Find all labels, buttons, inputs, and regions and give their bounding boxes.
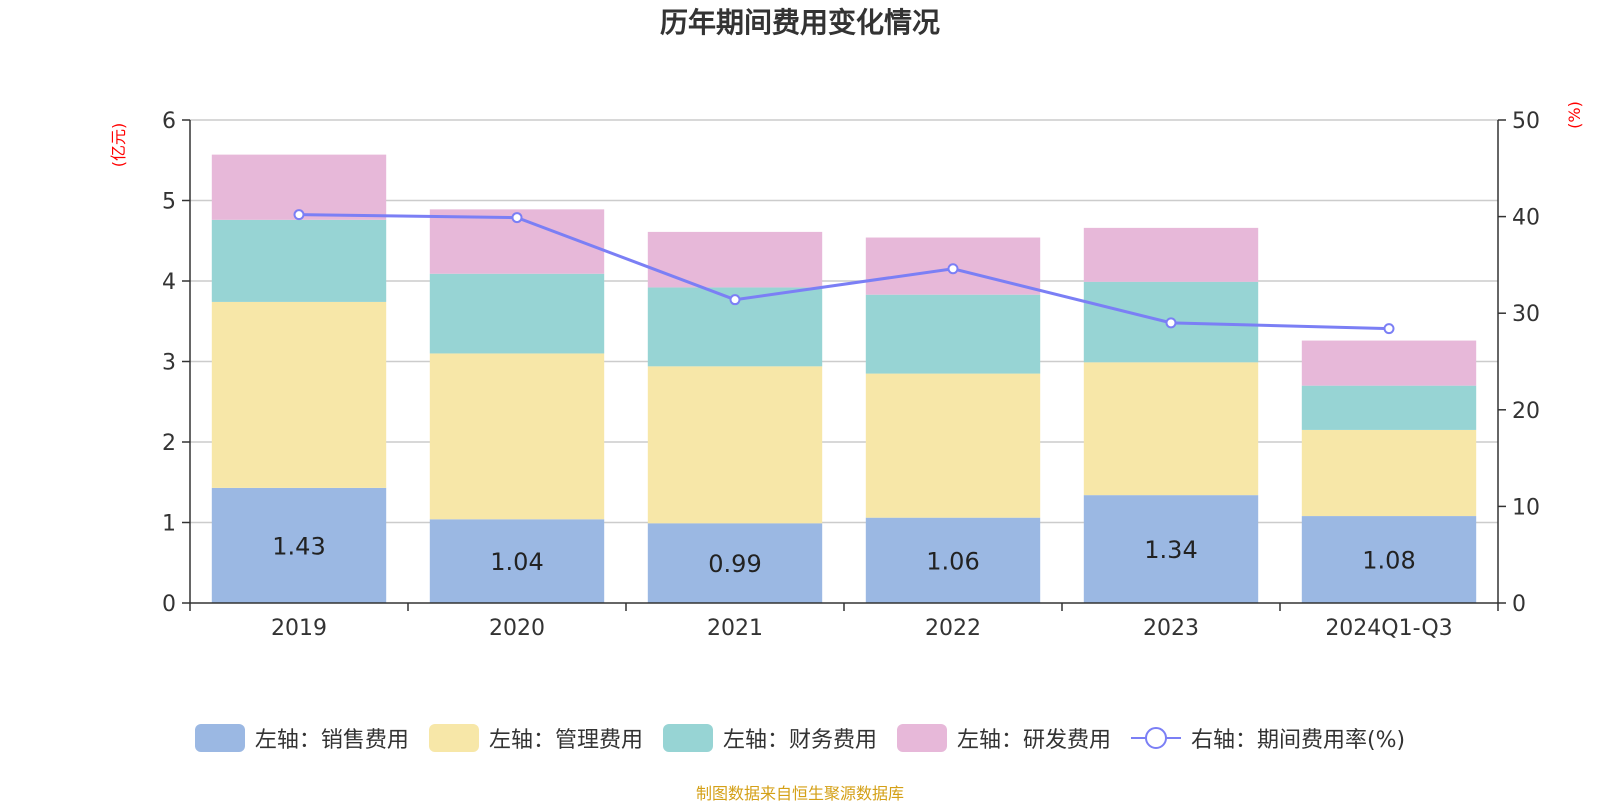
x-axis-tick-label: 2021 [707, 616, 763, 641]
ratio-point [511, 212, 523, 224]
grid-lines [190, 119, 1498, 524]
ratio-point [1165, 317, 1177, 329]
bar-segment [1301, 429, 1477, 517]
bar-value-label: 1.08 [1362, 547, 1415, 575]
left-axis-tick-label: 6 [162, 109, 176, 134]
bar-segment [647, 523, 823, 603]
legend-label: 左轴：销售费用 [254, 728, 409, 753]
left-axis-tick-label: 1 [162, 512, 176, 537]
source-note: 制图数据来自恒生聚源数据库 [695, 784, 904, 803]
bar-segment [1083, 362, 1259, 496]
left-axis-tick-label: 2 [162, 431, 176, 456]
right-axis-tick-label: 10 [1512, 495, 1540, 520]
legend-label: 右轴：期间费用率(%) [1190, 728, 1406, 753]
ratio-point [293, 209, 305, 221]
left-axis-tick-label: 0 [162, 592, 176, 617]
right-axis-tick-label: 40 [1512, 206, 1540, 231]
legend-label: 左轴：研发费用 [956, 728, 1111, 753]
legend-marker [1144, 727, 1167, 749]
x-axis-tick-label: 2019 [271, 616, 327, 641]
bar-value-label: 1.43 [272, 532, 325, 560]
right-axis-unit: (%) [1565, 101, 1584, 129]
bar-segment [429, 519, 605, 603]
bar-value-label: 1.06 [926, 547, 979, 575]
right-axis-tick-label: 0 [1512, 592, 1526, 617]
bars [211, 154, 1477, 603]
left-axis-tick-label: 3 [162, 351, 176, 376]
expense-ratio-line [293, 209, 1395, 335]
legend-item[interactable]: 右轴：期间费用率(%) [1130, 722, 1406, 754]
bar-segment [647, 366, 823, 524]
bar-segment [211, 301, 387, 488]
bar-segment [1301, 385, 1477, 430]
bar-value-label: 0.99 [708, 550, 761, 578]
left-axis-tick-label: 5 [162, 190, 176, 215]
ratio-point [729, 294, 741, 306]
left-axis-tick-label: 4 [162, 270, 176, 295]
bar-segment [211, 154, 387, 220]
legend-label: 左轴：管理费用 [488, 728, 643, 753]
x-axis-tick-label: 2022 [925, 616, 981, 641]
bar-segment [1301, 340, 1477, 386]
legend-item[interactable]: 左轴：管理费用 [428, 722, 643, 754]
legend: 左轴：销售费用 左轴：管理费用 左轴：财务费用 左轴：研发费用 右轴：期间费用率(%) [0, 718, 1600, 758]
legend-swatch [194, 724, 245, 752]
legend-label: 左轴：财务费用 [722, 728, 877, 753]
ratio-point [947, 263, 959, 275]
bar-value-label: 1.34 [1144, 536, 1197, 564]
bar-segment [1083, 495, 1259, 603]
bar-segment [1301, 516, 1477, 603]
right-axis-tick-label: 20 [1512, 399, 1540, 424]
bar-segment [647, 231, 823, 288]
axes: 0 1 2 3 4 5 6 0 10 20 30 40 50 2019 2020 2021 2022 2023 20… [162, 109, 1540, 641]
legend-swatch [896, 724, 947, 752]
right-axis-tick-label: 50 [1512, 109, 1540, 134]
legend-swatch [428, 724, 479, 752]
data-labels: 1.43 1.04 0.99 1.06 1.34 1.08 [272, 532, 1415, 578]
bar-segment [865, 373, 1041, 518]
bar-segment [1083, 227, 1259, 282]
bar-segment [429, 273, 605, 354]
bar-segment [429, 353, 605, 520]
bar-value-label: 1.04 [490, 548, 543, 576]
chart-title: 历年期间费用变化情况 [660, 6, 940, 39]
left-axis-unit: (亿元) [109, 123, 128, 168]
chart: 历年期间费用变化情况 (亿元) (%) 0 1 2 3 4 5 6 0 10 20 30 40 50 20… [109, 6, 1584, 641]
legend-swatch [662, 724, 713, 752]
bar-segment [211, 219, 387, 302]
legend-item[interactable]: 左轴：销售费用 [194, 722, 409, 754]
x-axis-tick-label: 2024Q1-Q3 [1325, 616, 1452, 641]
legend-line-swatch [1130, 727, 1181, 749]
right-axis-tick-label: 30 [1512, 302, 1540, 327]
legend-item[interactable]: 左轴：研发费用 [896, 722, 1111, 754]
legend-item[interactable]: 左轴：财务费用 [662, 722, 877, 754]
ratio-point [1383, 323, 1395, 335]
ratio-line [298, 213, 1390, 331]
bar-segment [865, 294, 1041, 374]
bar-segment [865, 517, 1041, 603]
x-axis-tick-label: 2023 [1143, 616, 1199, 641]
x-axis-tick-label: 2020 [489, 616, 545, 641]
bar-segment [211, 487, 387, 603]
